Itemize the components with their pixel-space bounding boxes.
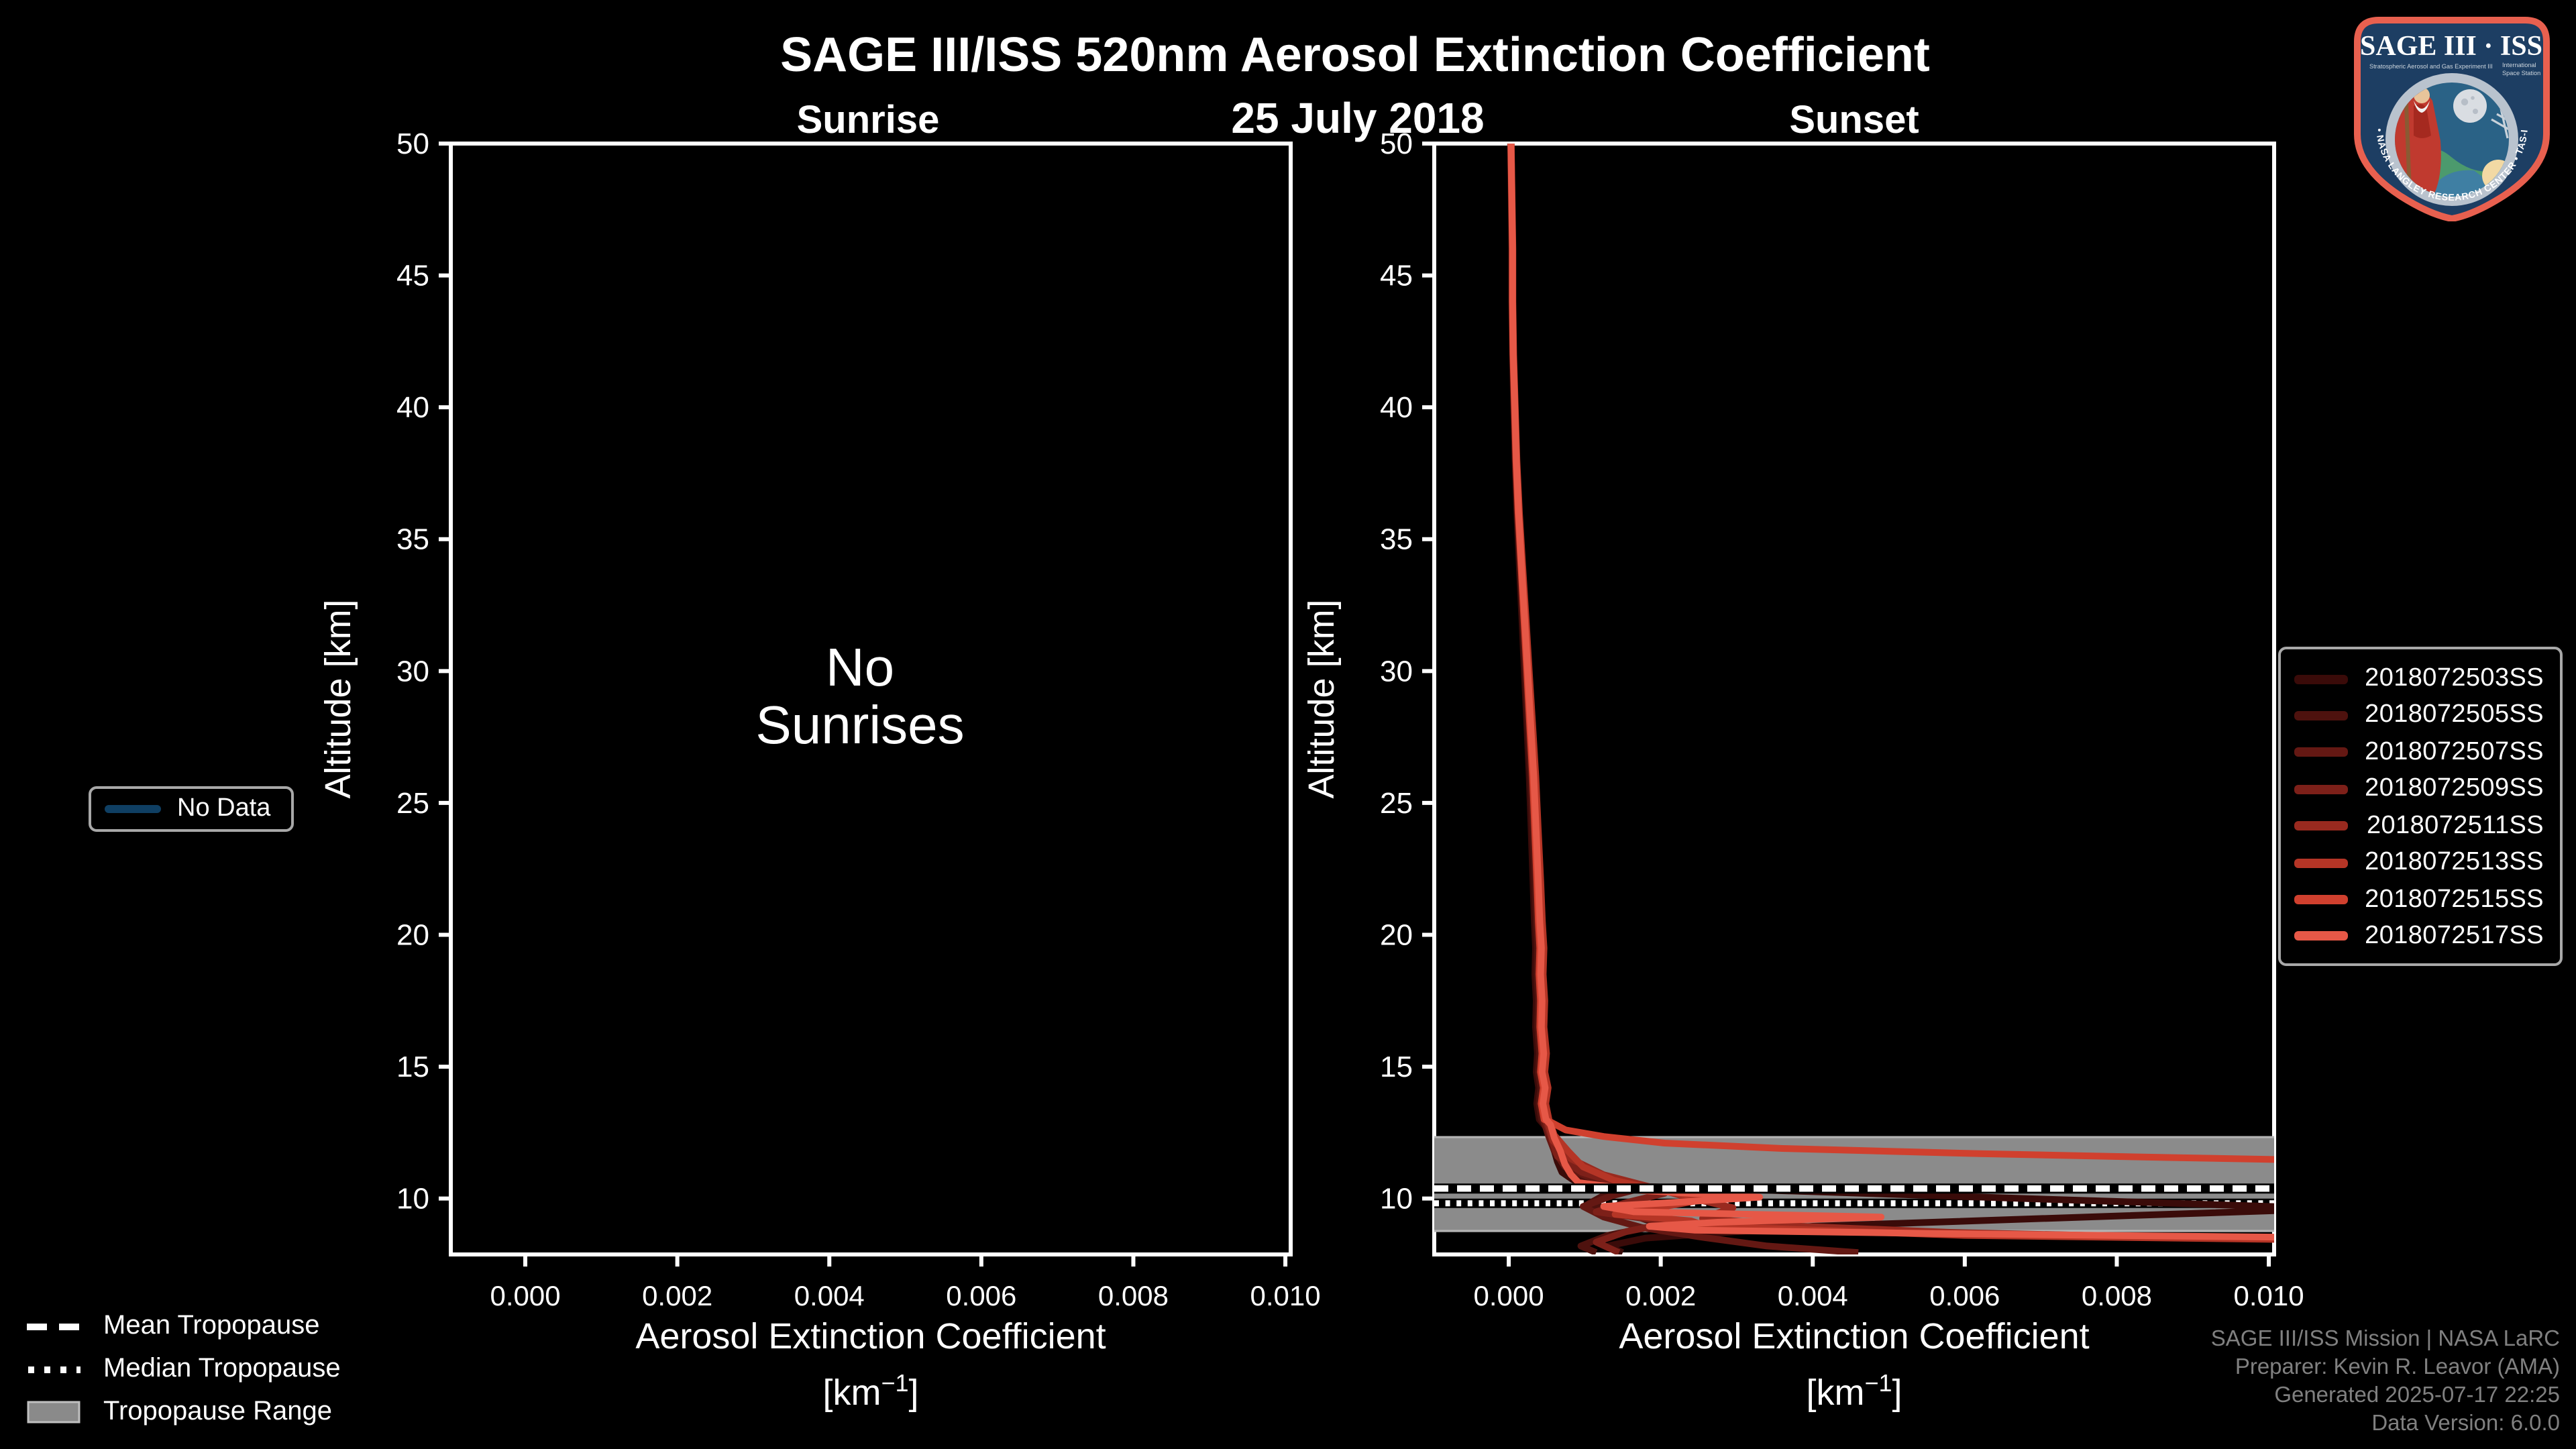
no-sunrises-message-line1: No: [826, 637, 894, 697]
x-tick-label: 0.000: [1473, 1280, 1544, 1311]
y-tick-label: 30: [1380, 655, 1413, 688]
sunset-plot: 0.000 0.002 0.004 0.006 0.008 0.010 50 45 40 35 30…: [1301, 129, 2304, 1413]
y-tick-label: 10: [1380, 1183, 1413, 1216]
x-axis-unit: [km−1]: [822, 1369, 918, 1413]
legend-item-2018072507SS: 2018072507SS: [2294, 737, 2544, 769]
series-2018072517SS: [1507, 144, 2274, 1241]
legend-label: 2018072517SS: [2365, 921, 2544, 950]
legend-item-tropopause-range: Tropopause Range: [27, 1397, 341, 1426]
legend-item-2018072515SS: 2018072515SS: [2294, 883, 2544, 916]
y-tick-label: 50: [1380, 129, 1413, 160]
x-axis-unit: [km−1]: [1806, 1369, 1902, 1413]
dashed-line-swatch: [27, 1312, 80, 1340]
plot-border: [449, 142, 1293, 1256]
x-tick-label: 0.010: [1250, 1280, 1321, 1311]
legend-label: 2018072509SS: [2365, 774, 2544, 803]
tropopause-legend: Mean Tropopause Median Tropopause Tropop…: [27, 1311, 341, 1426]
x-tick-label: 0.008: [1098, 1280, 1169, 1311]
legend-label: 2018072513SS: [2365, 848, 2544, 877]
legend-line-swatch: [2294, 674, 2348, 684]
y-tick-label: 10: [396, 1183, 429, 1216]
x-tick-label: 0.006: [1929, 1280, 2000, 1311]
legend-item-mean-tropopause: Mean Tropopause: [27, 1311, 341, 1340]
sunrise-plot: 0.000 0.002 0.004 0.006 0.008 0.010 50 45 40 35 30…: [318, 129, 1321, 1413]
legend-line-swatch: [2294, 931, 2348, 941]
legend-line-swatch: [2294, 710, 2348, 720]
x-tick-label: 0.010: [2234, 1280, 2304, 1311]
logo-subtitle-right2: Space Station: [2502, 70, 2540, 76]
y-tick-label: 40: [396, 391, 429, 424]
logo-subtitle-left: Stratospheric Aerosol and Gas Experiment…: [2369, 63, 2493, 70]
legend-item-2018072503SS: 2018072503SS: [2294, 663, 2544, 695]
y-tick-label: 50: [396, 129, 429, 160]
y-tick-label: 30: [396, 655, 429, 688]
y-tick-label: 20: [1380, 918, 1413, 951]
x-tick-label: 0.004: [1778, 1280, 1848, 1311]
x-tick-label: 0.002: [642, 1280, 712, 1311]
no-sunrises-message-line2: Sunrises: [755, 695, 964, 755]
dotted-line-swatch: [27, 1355, 80, 1383]
legend-label: 2018072515SS: [2365, 885, 2544, 914]
logo-subtitle-right1: International: [2502, 62, 2536, 68]
legend-item-2018072513SS: 2018072513SS: [2294, 847, 2544, 879]
series-2018072515SS: [1507, 144, 2274, 1163]
sunset-panel-title: Sunset: [1789, 99, 1919, 142]
legend-label: 2018072507SS: [2365, 737, 2544, 766]
series-2018072511SS: [1507, 144, 2274, 1242]
sage-iss-mission-logo: SAGE III · ISS Stratospheric Aerosol and…: [2347, 7, 2550, 221]
series-2018072507SS: [1507, 144, 1859, 1254]
legend-label: 2018072505SS: [2365, 700, 2544, 729]
y-tick-label: 15: [1380, 1051, 1413, 1083]
y-tick-label: 45: [396, 260, 429, 292]
legend-line-swatch: [2294, 895, 2348, 905]
legend-label: 2018072503SS: [2365, 664, 2544, 692]
credit-generated: Generated 2025-07-17 22:25: [2274, 1383, 2560, 1407]
y-tick-label: 35: [1380, 523, 1413, 556]
credit-mission: SAGE III/ISS Mission | NASA LaRC: [2210, 1327, 2560, 1351]
date-subtitle: 25 July 2018: [1231, 94, 1485, 142]
logo-title: SAGE III · ISS: [2360, 31, 2542, 62]
page-title: SAGE III/ISS 520nm Aerosol Extinction Co…: [780, 27, 1930, 82]
legend-item-2018072511SS: 2018072511SS: [2294, 810, 2544, 842]
x-tick-label: 0.008: [2082, 1280, 2152, 1311]
x-tick-label: 0.006: [946, 1280, 1016, 1311]
plot-border: [1432, 142, 2276, 1256]
no-data-legend: No Data: [89, 786, 294, 832]
legend-item-2018072517SS: 2018072517SS: [2294, 920, 2544, 953]
legend-item-median-tropopause: Median Tropopause: [27, 1354, 341, 1383]
series-2018072513SS: [1507, 144, 2274, 1243]
legend-line-swatch: [2294, 858, 2348, 868]
legend-line-swatch: [2294, 784, 2348, 794]
y-axis-label: Altitude [km]: [318, 599, 358, 798]
series-2018072503SS: [1507, 144, 2274, 1254]
y-tick-label: 35: [396, 523, 429, 556]
band-swatch: [27, 1398, 80, 1426]
credit-preparer: Preparer: Kevin R. Leavor (AMA): [2235, 1355, 2560, 1379]
x-tick-label: 0.002: [1625, 1280, 1696, 1311]
y-tick-label: 25: [396, 787, 429, 820]
y-tick-label: 20: [396, 918, 429, 951]
no-data-label: No Data: [177, 794, 271, 822]
y-tick-label: 40: [1380, 391, 1413, 424]
y-tick-label: 45: [1380, 260, 1413, 292]
credit-data-version: Data Version: 6.0.0: [2371, 1411, 2560, 1436]
x-axis-label: Aerosol Extinction Coefficient: [635, 1316, 1106, 1356]
y-tick-label: 25: [1380, 787, 1413, 820]
legend-line-swatch: [2294, 747, 2348, 757]
sunrise-panel-title: Sunrise: [796, 99, 940, 142]
legend-item-2018072505SS: 2018072505SS: [2294, 700, 2544, 732]
no-data-line-swatch: [105, 805, 161, 813]
sunset-series-legend: 2018072503SS 2018072505SS 2018072507SS 2018…: [2278, 647, 2563, 966]
x-tick-label: 0.000: [490, 1280, 560, 1311]
legend-line-swatch: [2294, 821, 2348, 831]
y-tick-label: 15: [396, 1051, 429, 1083]
credits: SAGE III/ISS Mission | NASA LaRC Prepare…: [2211, 1326, 2560, 1438]
x-tick-label: 0.004: [794, 1280, 865, 1311]
legend-item-2018072509SS: 2018072509SS: [2294, 773, 2544, 806]
y-axis-label: Altitude [km]: [1301, 599, 1342, 798]
x-axis-label: Aerosol Extinction Coefficient: [1619, 1316, 2089, 1356]
legend-label: 2018072511SS: [2366, 811, 2544, 840]
